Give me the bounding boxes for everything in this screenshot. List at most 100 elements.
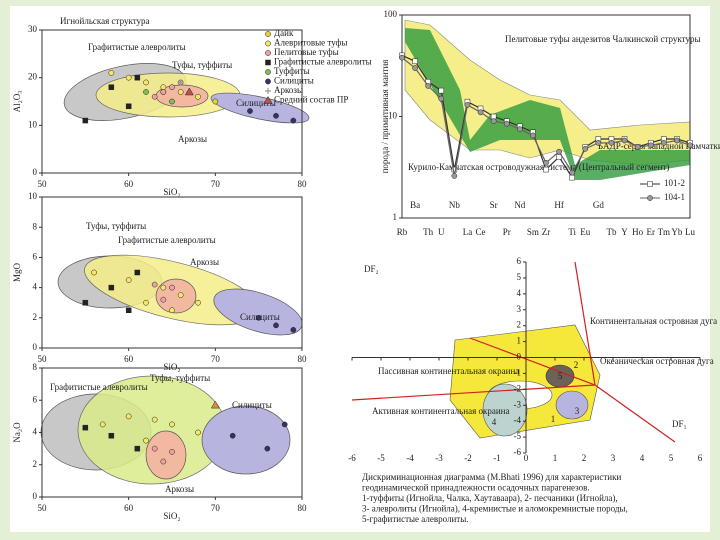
point [264, 445, 271, 452]
y-tick-label: 4 [33, 427, 38, 437]
point [169, 421, 175, 428]
point [134, 269, 141, 276]
point [556, 148, 562, 155]
y-tick-label: 6 [33, 394, 38, 404]
point [195, 93, 201, 100]
x-tick-label: U [438, 227, 445, 237]
y-tick-label: 20 [28, 72, 38, 82]
x-tick-label: 1 [553, 453, 558, 463]
caption-line: геодинамической принадлежности осадочных… [362, 483, 590, 493]
point [647, 142, 654, 149]
point [143, 79, 149, 86]
point [82, 299, 89, 306]
y-tick-label: 0 [516, 352, 521, 362]
x-tick-label: Gd [593, 200, 604, 210]
y-axis-label: Al₂O₃ [12, 91, 22, 113]
y-tick-label: 3 [516, 304, 521, 314]
point [621, 137, 628, 144]
annotation: Активная континентальная окраина [372, 406, 509, 416]
legend-label: Алевритовые туфы [274, 38, 347, 48]
field-label: 3 [575, 406, 580, 416]
y-axis-label: DF₂ [364, 264, 379, 274]
point [143, 89, 149, 95]
x-tick-label: Eu [580, 227, 590, 237]
point [265, 31, 271, 37]
point [160, 458, 167, 465]
annotation: Аркозы [178, 134, 207, 144]
x-tick-label: -3 [435, 453, 443, 463]
y-tick-label: 0 [33, 491, 38, 501]
x-tick-label: Rb [397, 227, 408, 237]
point [169, 449, 175, 455]
y-tick-label: 10 [388, 111, 398, 121]
x-tick-label: Ti [568, 227, 576, 237]
point [151, 281, 158, 288]
point [160, 89, 167, 95]
y-axis-label: Na₂O [12, 422, 22, 443]
legend-label: Графитистые алевролиты [274, 57, 372, 67]
y-tick-label: 10 [28, 119, 38, 129]
x-tick-label: 80 [298, 503, 308, 513]
annotation: Континентальная островная дуга [590, 316, 717, 326]
x-tick-label: -6 [348, 453, 356, 463]
x-axis-label: SiO₂ [163, 511, 180, 521]
point [265, 69, 271, 75]
point [108, 84, 115, 90]
point [99, 421, 106, 428]
legend-label: Аркозы [274, 85, 303, 95]
y-axis-label: порода / примитивная мантия [380, 60, 390, 174]
x-tick-label: 4 [640, 453, 645, 463]
x-tick-label: Zr [542, 227, 551, 237]
point [608, 140, 615, 146]
x-tick-label: 60 [124, 503, 134, 513]
point [195, 299, 201, 306]
y-tick-label: -6 [513, 447, 521, 457]
y-tick-label: 2 [516, 320, 521, 330]
point [438, 87, 445, 94]
annotation: Аркозы [190, 257, 219, 267]
point [438, 95, 445, 102]
x-tick-label: Er [646, 227, 655, 237]
x-tick-label: Tm [658, 227, 671, 237]
x-tick-label: 50 [38, 354, 48, 364]
point [582, 146, 589, 152]
point [169, 98, 175, 105]
point [516, 126, 523, 133]
x-axis-label: DF₁ [672, 419, 687, 429]
fields-1 [63, 63, 310, 124]
point [647, 195, 653, 201]
point [125, 103, 132, 110]
x-tick-label: 50 [38, 179, 48, 189]
y-tick-label: 0 [33, 342, 38, 352]
y-axis-label: MgO [12, 263, 22, 283]
y-tick-label: -1 [513, 367, 521, 377]
point [255, 314, 262, 321]
point [108, 284, 115, 291]
point [647, 181, 653, 187]
y-tick-label: 6 [516, 256, 521, 266]
chart-title: Игнойльская структура [60, 16, 150, 26]
point [134, 445, 141, 452]
x-tick-label: 70 [211, 503, 221, 513]
legend-label: 104-1 [664, 192, 685, 202]
x-tick-label: -2 [464, 453, 472, 463]
point [674, 137, 680, 144]
field-label: 1 [551, 414, 556, 424]
point [265, 59, 271, 66]
annotation: Курило-Камчатская островодужная система … [408, 162, 669, 172]
annotation: Пассивная континентальная окраина [378, 366, 519, 376]
point [195, 429, 201, 436]
point [451, 173, 458, 179]
point [660, 140, 667, 146]
y-tick-label: 30 [28, 24, 38, 34]
y-tick-label: -4 [513, 415, 521, 425]
point [503, 120, 510, 127]
legend-label: 101-2 [664, 178, 685, 188]
legend-label: Средний состав ПР [274, 95, 348, 105]
point [184, 87, 194, 96]
point [490, 118, 497, 124]
y-tick-label: 4 [33, 282, 38, 292]
annotation: Туфы, туффиты [150, 373, 210, 383]
x-tick-label: 2 [582, 453, 587, 463]
point [125, 277, 132, 283]
